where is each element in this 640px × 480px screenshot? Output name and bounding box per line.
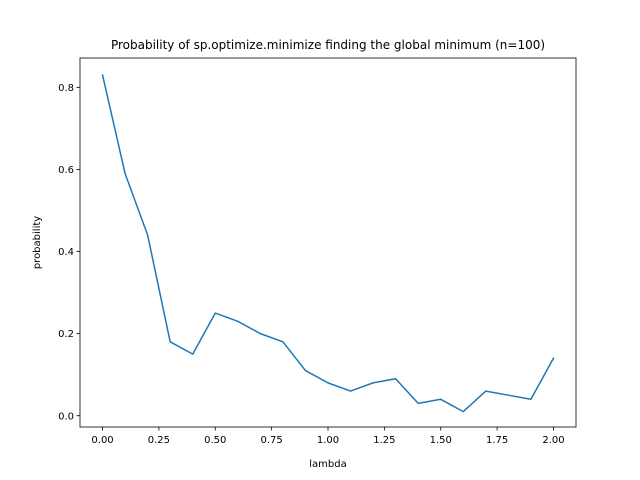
chart-title: Probability of sp.optimize.minimize find… <box>111 38 545 52</box>
y-tick-label: 0.8 <box>58 83 74 94</box>
series-line <box>101 74 555 413</box>
y-axis-label: probability <box>32 216 43 269</box>
x-tick-label: 2.00 <box>542 435 564 446</box>
y-tick-label: 0.2 <box>58 329 74 340</box>
x-tick-label: 0.50 <box>204 435 226 446</box>
y-tick-label: 0.0 <box>58 411 74 422</box>
y-axis-ticks: 0.0 0.2 0.4 0.6 0.8 <box>58 83 80 422</box>
x-tick-label: 1.25 <box>373 435 395 446</box>
series-layer <box>101 74 555 413</box>
x-tick-label: 1.50 <box>430 435 452 446</box>
x-tick-label: 0.75 <box>261 435 283 446</box>
x-axis-ticks: 0.00 0.25 0.50 0.75 1.00 1.25 1.50 1.75 2.00 <box>91 427 565 446</box>
y-tick-label: 0.6 <box>58 165 74 176</box>
x-tick-label: 0.00 <box>91 435 113 446</box>
x-tick-label: 1.75 <box>486 435 508 446</box>
x-tick-label: 0.25 <box>148 435 170 446</box>
x-tick-label: 1.00 <box>317 435 339 446</box>
y-tick-label: 0.4 <box>58 247 74 258</box>
x-axis-label: lambda <box>309 459 346 470</box>
plot-frame <box>79 57 577 428</box>
